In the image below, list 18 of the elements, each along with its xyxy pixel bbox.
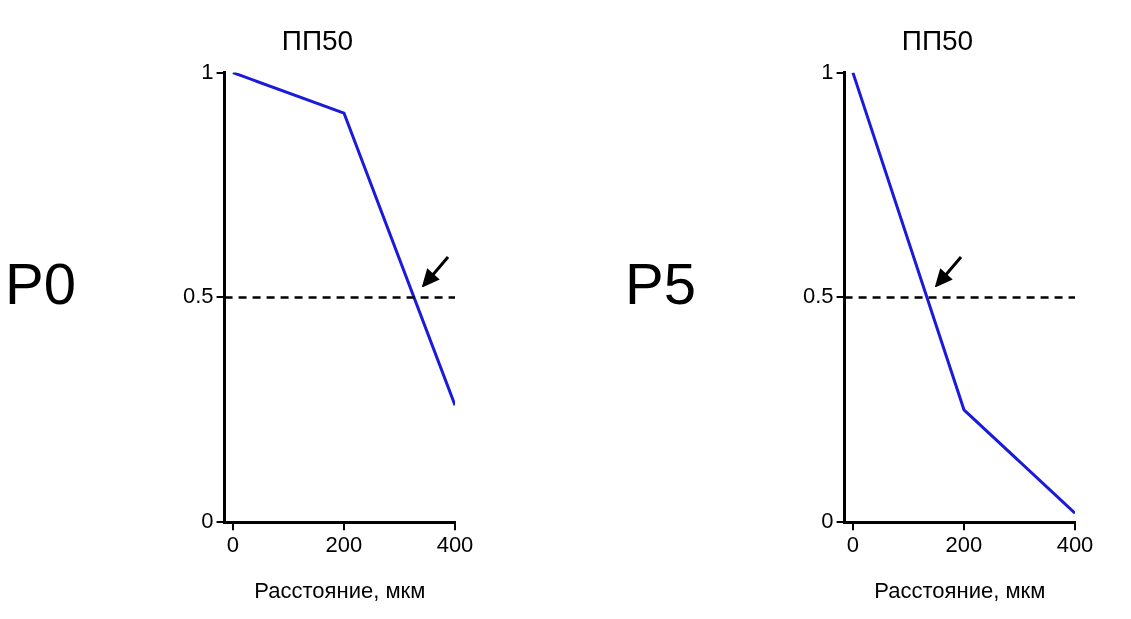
y-tick-label: 1 [821,58,834,84]
x-axis-title: Расстояние, мкм [874,577,1046,603]
chart-title: ПП50 [901,24,974,56]
x-tick-label: 0 [846,532,860,558]
text: P5 [625,251,696,316]
text: P0 [5,251,76,316]
y-tick-label: 0.5 [182,283,214,309]
y-tick-label: 0 [201,508,214,534]
y-tick-label: 1 [201,58,214,84]
x-tick-label: 0 [226,532,240,558]
x-tick-label: 400 [436,532,474,558]
x-axis-title: Расстояние, мкм [254,577,426,603]
x-tick-label: 200 [945,532,983,558]
x-tick-label: 400 [1056,532,1094,558]
y-tick-label: 0.5 [802,283,834,309]
x-tick-label: 200 [325,532,363,558]
chart-title: ПП50 [281,24,354,56]
y-tick-label: 0 [821,508,834,534]
